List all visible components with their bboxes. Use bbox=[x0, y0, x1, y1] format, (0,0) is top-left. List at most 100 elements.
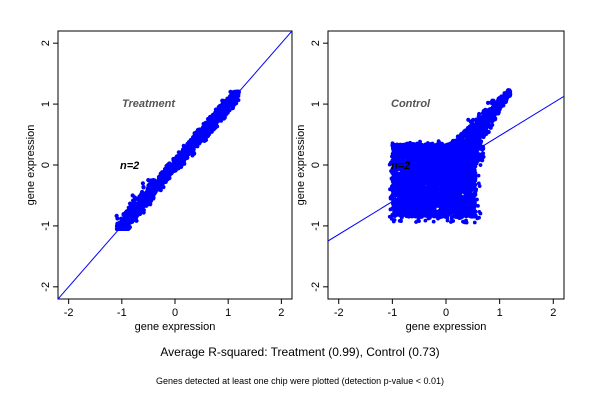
data-point bbox=[169, 165, 174, 171]
data-point bbox=[413, 208, 418, 213]
data-point bbox=[451, 169, 456, 173]
data-point bbox=[402, 164, 407, 169]
data-point bbox=[463, 180, 468, 185]
data-point bbox=[473, 209, 478, 214]
data-point bbox=[448, 171, 453, 176]
data-point bbox=[431, 219, 436, 224]
data-point bbox=[445, 218, 450, 223]
data-point bbox=[428, 208, 433, 213]
data-point bbox=[423, 211, 428, 216]
data-point bbox=[405, 182, 410, 187]
data-point bbox=[124, 226, 129, 232]
data-point bbox=[428, 152, 433, 156]
data-point bbox=[459, 202, 464, 207]
data-point bbox=[476, 181, 481, 186]
data-point bbox=[425, 202, 430, 207]
data-point bbox=[165, 168, 170, 173]
data-point bbox=[430, 165, 435, 170]
data-point bbox=[439, 152, 444, 156]
data-point bbox=[115, 226, 121, 232]
data-point bbox=[149, 178, 154, 183]
data-point bbox=[457, 181, 462, 186]
data-point bbox=[146, 191, 151, 197]
data-point bbox=[396, 187, 401, 192]
data-point bbox=[392, 172, 397, 177]
data-point bbox=[442, 211, 447, 216]
data-point bbox=[418, 139, 422, 144]
x-tick-label: 2 bbox=[278, 307, 284, 319]
data-point bbox=[130, 193, 135, 198]
data-point bbox=[450, 194, 455, 199]
data-point bbox=[425, 200, 430, 204]
data-point bbox=[420, 176, 425, 181]
data-point bbox=[408, 157, 413, 162]
data-point bbox=[415, 154, 421, 160]
data-point bbox=[431, 182, 436, 187]
data-point bbox=[412, 158, 417, 163]
data-point bbox=[405, 200, 410, 205]
data-point bbox=[420, 190, 425, 194]
data-point bbox=[202, 138, 207, 143]
data-point bbox=[411, 179, 415, 184]
data-point bbox=[424, 143, 428, 148]
data-point bbox=[447, 211, 453, 216]
data-point bbox=[411, 214, 415, 219]
x-axis-title: gene expression bbox=[135, 321, 216, 333]
data-point bbox=[467, 173, 472, 177]
y-tick-label: 1 bbox=[40, 101, 52, 107]
data-point bbox=[435, 142, 440, 147]
data-point bbox=[431, 159, 436, 164]
data-point bbox=[399, 215, 404, 220]
data-point bbox=[435, 186, 440, 191]
data-point bbox=[400, 172, 404, 177]
panel-title: Treatment bbox=[122, 98, 176, 110]
data-point bbox=[439, 164, 444, 169]
data-point bbox=[226, 106, 231, 111]
data-point bbox=[389, 176, 394, 181]
data-point bbox=[404, 204, 409, 209]
data-point bbox=[431, 170, 436, 175]
data-point bbox=[388, 207, 393, 212]
data-point bbox=[418, 178, 422, 183]
data-point bbox=[436, 168, 441, 173]
data-point bbox=[477, 209, 482, 214]
point-cloud bbox=[387, 88, 513, 225]
data-point bbox=[427, 149, 432, 154]
y-tick-label: -1 bbox=[40, 221, 52, 231]
data-point bbox=[444, 186, 450, 191]
data-point bbox=[425, 170, 430, 175]
data-point bbox=[449, 198, 454, 203]
data-point bbox=[441, 190, 445, 195]
data-point bbox=[140, 181, 146, 186]
data-point bbox=[402, 154, 406, 159]
data-point bbox=[391, 219, 396, 224]
data-point bbox=[437, 176, 442, 181]
data-point bbox=[403, 169, 408, 174]
data-point bbox=[424, 166, 429, 171]
data-point bbox=[398, 167, 403, 172]
data-point bbox=[464, 204, 469, 209]
data-point bbox=[408, 140, 412, 145]
data-point bbox=[467, 197, 472, 201]
data-point bbox=[136, 203, 141, 209]
data-point bbox=[420, 202, 424, 207]
data-point bbox=[403, 142, 408, 146]
data-point bbox=[431, 199, 436, 204]
data-point bbox=[394, 181, 399, 186]
data-point bbox=[467, 180, 472, 185]
data-point bbox=[400, 181, 405, 186]
data-point bbox=[436, 159, 441, 164]
data-point bbox=[121, 212, 126, 218]
data-point bbox=[398, 160, 403, 164]
data-point bbox=[471, 171, 476, 177]
data-point bbox=[465, 187, 470, 191]
data-point bbox=[407, 214, 411, 219]
data-point bbox=[446, 181, 451, 186]
data-point bbox=[398, 190, 403, 195]
data-point bbox=[433, 189, 437, 194]
data-point bbox=[462, 209, 467, 214]
data-point bbox=[442, 201, 447, 205]
data-point bbox=[427, 216, 432, 220]
data-point bbox=[231, 104, 236, 109]
data-point bbox=[396, 174, 400, 179]
